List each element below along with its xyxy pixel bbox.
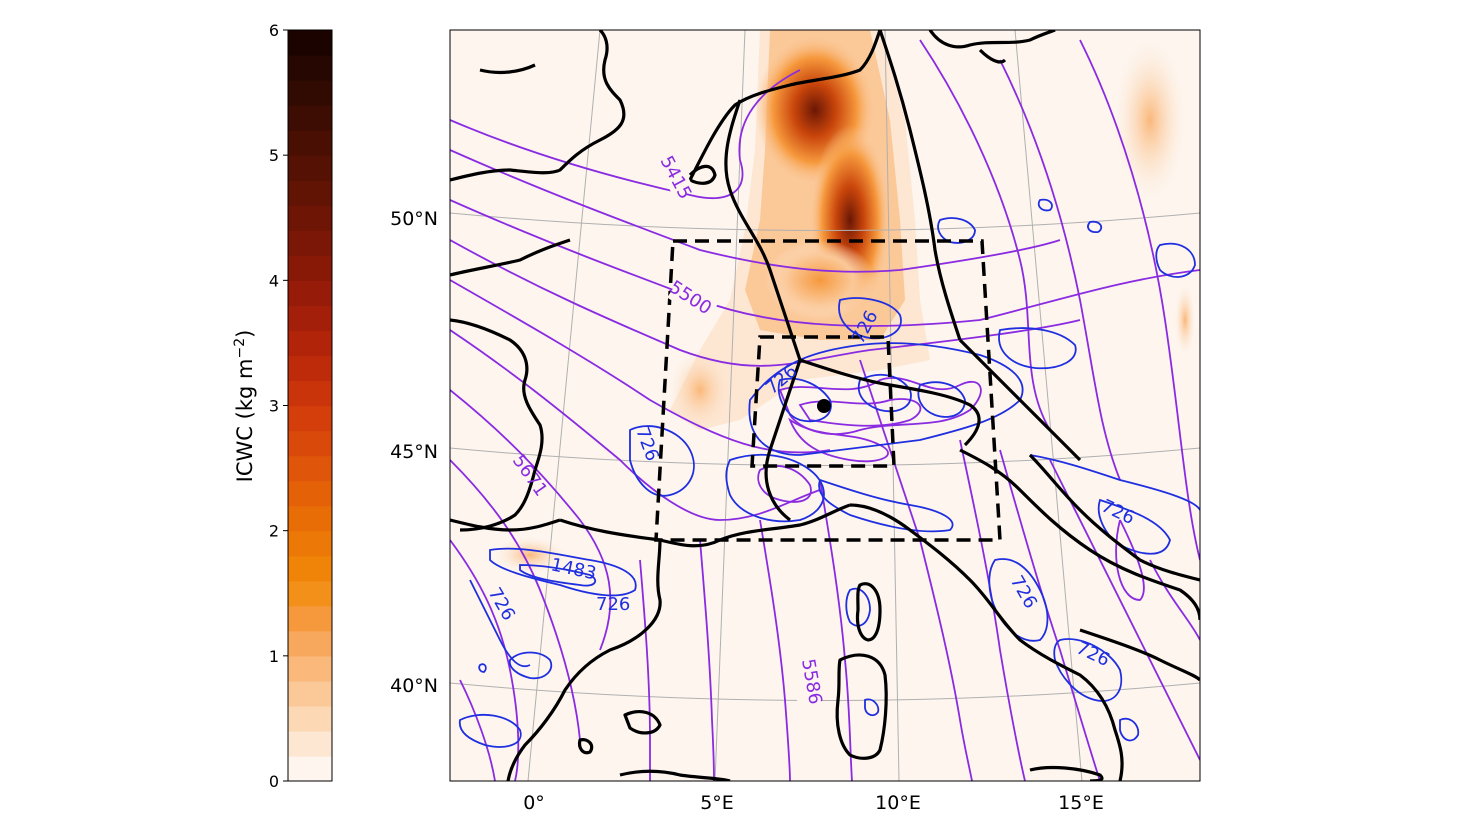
colorbar-swatch	[288, 230, 332, 256]
lat-label-45: 45°N	[390, 441, 438, 463]
gridline-lon-0	[527, 30, 601, 781]
gridline-lat-45	[450, 447, 1200, 466]
coast-france-north	[450, 238, 571, 277]
gridline-lon-10	[884, 30, 900, 781]
icwc-field	[495, 30, 1195, 573]
lat-label-40: 40°N	[390, 675, 438, 697]
coast-italy-west	[849, 503, 1124, 781]
coast-italy-heel	[1079, 628, 1200, 682]
colorbar-swatch	[288, 80, 332, 106]
colorbar-swatch	[288, 730, 332, 757]
colorbar-swatch	[288, 430, 332, 457]
inner-domain-box	[750, 335, 896, 468]
coast-brittany	[450, 318, 544, 532]
border-france-germany	[724, 99, 802, 361]
lat-label-50: 50°N	[390, 208, 438, 230]
coast-adriatic-east	[1028, 453, 1200, 582]
icwc-east-patch-small	[1175, 285, 1195, 355]
border-spain-france	[559, 518, 661, 542]
border-alps	[799, 358, 981, 447]
icwc-core-lower	[765, 240, 875, 320]
colorbar-tick-label: 6	[269, 21, 279, 40]
colorbar-swatch	[288, 355, 332, 382]
colorbar-swatch	[288, 30, 332, 56]
colorbar-swatch	[288, 680, 332, 707]
lon-label-0: 0°	[523, 792, 545, 814]
coast-north-africa	[619, 769, 731, 781]
colorbar-swatch	[288, 105, 332, 131]
latitude-labels: 50°N 45°N 40°N	[390, 208, 438, 697]
colorbar-swatch	[288, 655, 332, 682]
colorbar-swatch	[288, 380, 332, 407]
colorbar-swatch	[288, 130, 332, 156]
colorbar-swatch	[288, 180, 332, 206]
coast-uk-north	[479, 63, 536, 75]
map-frame	[449, 29, 1201, 782]
icwc-west-patch	[670, 350, 730, 430]
colorbar-swatch	[288, 505, 332, 532]
colorbar-tick-label: 3	[269, 397, 279, 416]
coast-spain-north	[450, 518, 561, 532]
colorbar-label: ICWC (kg m−2)	[232, 330, 257, 483]
colorbar-swatch	[288, 530, 332, 557]
coast-spain-east	[506, 539, 662, 781]
gridline-lat-40	[450, 682, 1200, 701]
colorbar-swatch	[288, 605, 332, 632]
colorbar-tick-label: 4	[269, 271, 279, 290]
colorbar-tick-label: 1	[269, 647, 279, 666]
border-east	[958, 338, 1082, 462]
colorbar: 0 1 2 3 4 5 6 ICWC (kg m−2)	[232, 21, 333, 791]
colorbar-swatch	[288, 405, 332, 432]
colorbar-swatch	[288, 155, 332, 181]
coastlines	[450, 30, 1200, 781]
lon-label-15E: 15°E	[1058, 792, 1104, 814]
site-marker	[817, 399, 831, 413]
colorbar-swatch	[288, 480, 332, 507]
gridline-lon-15	[1014, 30, 1083, 781]
coast-sardinia	[835, 653, 888, 760]
coast-balearic-small	[577, 738, 594, 755]
outer-domain-box	[654, 239, 1002, 542]
colorbar-ticks: 0 1 2 3 4 5 6	[269, 21, 288, 791]
coast-baltic	[978, 48, 1007, 64]
map-panel: 5415 5500 5671 5586 726 726 726 726 726 …	[390, 29, 1201, 814]
colorbar-swatches	[288, 30, 332, 782]
coast-italy-east	[959, 448, 1200, 621]
colorbar-swatch	[288, 55, 332, 81]
border-germany-east	[878, 30, 962, 341]
lon-label-10E: 10°E	[875, 792, 921, 814]
contour-label-726-g: 726	[596, 594, 630, 615]
colorbar-swatch	[288, 755, 332, 782]
coast-north-sea	[688, 30, 882, 185]
icwc-pyrenees-patch	[495, 537, 565, 573]
colorbar-swatch	[288, 455, 332, 482]
colorbar-tick-label: 5	[269, 146, 279, 165]
coast-balearic	[623, 710, 662, 735]
domain-boxes	[654, 239, 1002, 542]
colorbar-swatch	[288, 555, 332, 582]
colorbar-swatch	[288, 580, 332, 607]
colorbar-swatch	[288, 630, 332, 657]
colorbar-swatch	[288, 330, 332, 357]
border-italy-france	[764, 359, 802, 522]
colorbar-swatch	[288, 705, 332, 732]
colorbar-tick-label: 0	[269, 772, 279, 791]
icwc-east-patch	[1115, 40, 1185, 200]
coast-uk	[450, 30, 626, 182]
lon-label-5E: 5°E	[700, 792, 734, 814]
colorbar-swatch	[288, 255, 332, 281]
longitude-labels: 0° 5°E 10°E 15°E	[523, 792, 1104, 814]
coast-corsica	[855, 582, 882, 642]
coast-denmark	[928, 30, 1056, 49]
colorbar-swatch	[288, 280, 332, 306]
coast-mediterranean-france	[659, 503, 851, 548]
colorbar-tick-label: 2	[269, 522, 279, 541]
colorbar-swatch	[288, 205, 332, 231]
colorbar-swatch	[288, 305, 332, 331]
